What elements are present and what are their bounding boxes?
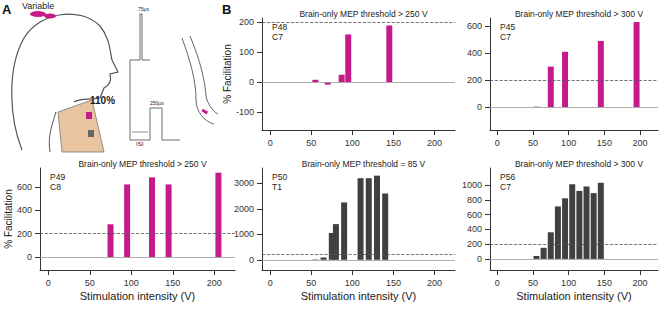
svg-text:2000: 2000 <box>234 204 254 214</box>
svg-text:600: 600 <box>17 182 32 192</box>
svg-text:200: 200 <box>427 138 442 148</box>
svg-text:100: 100 <box>345 138 360 148</box>
svg-text:0: 0 <box>477 254 482 264</box>
svg-text:100: 100 <box>561 278 576 288</box>
svg-text:150: 150 <box>165 278 180 288</box>
svg-text:50: 50 <box>528 278 538 288</box>
svg-text:200: 200 <box>633 138 648 148</box>
svg-text:200: 200 <box>467 75 482 85</box>
svg-text:75µs: 75µs <box>138 6 149 12</box>
svg-text:50: 50 <box>85 278 95 288</box>
svg-text:600: 600 <box>467 210 482 220</box>
svg-text:0: 0 <box>46 278 51 288</box>
svg-text:1000: 1000 <box>462 180 482 190</box>
svg-text:200: 200 <box>207 278 222 288</box>
svg-text:Stimulation intensity (V): Stimulation intensity (V) <box>301 290 417 302</box>
svg-text:Stimulation intensity (V): Stimulation intensity (V) <box>80 290 196 302</box>
svg-text:P48: P48 <box>272 22 287 32</box>
svg-text:0: 0 <box>495 138 500 148</box>
svg-text:50: 50 <box>306 278 316 288</box>
svg-text:P50: P50 <box>272 172 287 182</box>
svg-text:1000: 1000 <box>234 229 254 239</box>
svg-text:P56: P56 <box>500 172 515 182</box>
svg-text:Brain-only MEP threshold > 300: Brain-only MEP threshold > 300 V <box>515 159 643 169</box>
svg-text:150: 150 <box>597 138 612 148</box>
svg-text:400: 400 <box>17 205 32 215</box>
svg-text:C7: C7 <box>500 182 511 192</box>
svg-text:Brain-only MEP threshold = 85: Brain-only MEP threshold = 85 V <box>302 159 426 169</box>
svg-text:Brain-only MEP threshold > 250: Brain-only MEP threshold > 250 V <box>78 159 206 169</box>
svg-text:200: 200 <box>239 17 254 27</box>
svg-text:100: 100 <box>345 278 360 288</box>
svg-text:0: 0 <box>249 77 254 87</box>
svg-text:ISI: ISI <box>136 141 144 147</box>
svg-text:C7: C7 <box>500 32 511 42</box>
svg-text:C8: C8 <box>50 182 61 192</box>
svg-text:% Facilitation: % Facilitation <box>3 189 14 248</box>
svg-text:T1: T1 <box>272 182 282 192</box>
svg-text:200: 200 <box>467 239 482 249</box>
svg-text:B: B <box>222 2 231 17</box>
svg-text:0: 0 <box>495 278 500 288</box>
svg-text:200: 200 <box>427 278 442 288</box>
svg-text:Brain-only MEP threshold > 300: Brain-only MEP threshold > 300 V <box>515 9 643 19</box>
svg-text:C7: C7 <box>272 32 283 42</box>
svg-text:200: 200 <box>633 278 648 288</box>
svg-text:150: 150 <box>597 278 612 288</box>
svg-text:P49: P49 <box>50 172 65 182</box>
svg-text:100: 100 <box>239 47 254 57</box>
svg-text:0: 0 <box>249 255 254 265</box>
svg-text:800: 800 <box>467 195 482 205</box>
svg-text:250µs: 250µs <box>150 100 164 106</box>
svg-text:50: 50 <box>528 138 538 148</box>
svg-text:Brain-only MEP threshold > 250: Brain-only MEP threshold > 250 V <box>299 9 427 19</box>
svg-text:400: 400 <box>467 224 482 234</box>
svg-text:400: 400 <box>467 48 482 58</box>
svg-text:200: 200 <box>17 229 32 239</box>
svg-text:100: 100 <box>124 278 139 288</box>
svg-text:Variable: Variable <box>22 1 54 11</box>
svg-text:150: 150 <box>386 138 401 148</box>
svg-text:3000: 3000 <box>234 178 254 188</box>
svg-text:A: A <box>2 2 12 17</box>
svg-text:0: 0 <box>477 102 482 112</box>
svg-text:100: 100 <box>561 138 576 148</box>
svg-text:-100: -100 <box>236 107 254 117</box>
svg-text:0: 0 <box>268 278 273 288</box>
svg-text:Stimulation intensity (V): Stimulation intensity (V) <box>516 290 632 302</box>
svg-text:% Facilitation: % Facilitation <box>222 44 233 103</box>
svg-text:P45: P45 <box>500 22 515 32</box>
svg-text:150: 150 <box>386 278 401 288</box>
svg-text:0: 0 <box>268 138 273 148</box>
svg-text:110%: 110% <box>90 95 115 106</box>
svg-text:600: 600 <box>467 21 482 31</box>
svg-text:0: 0 <box>27 252 32 262</box>
svg-text:50: 50 <box>306 138 316 148</box>
